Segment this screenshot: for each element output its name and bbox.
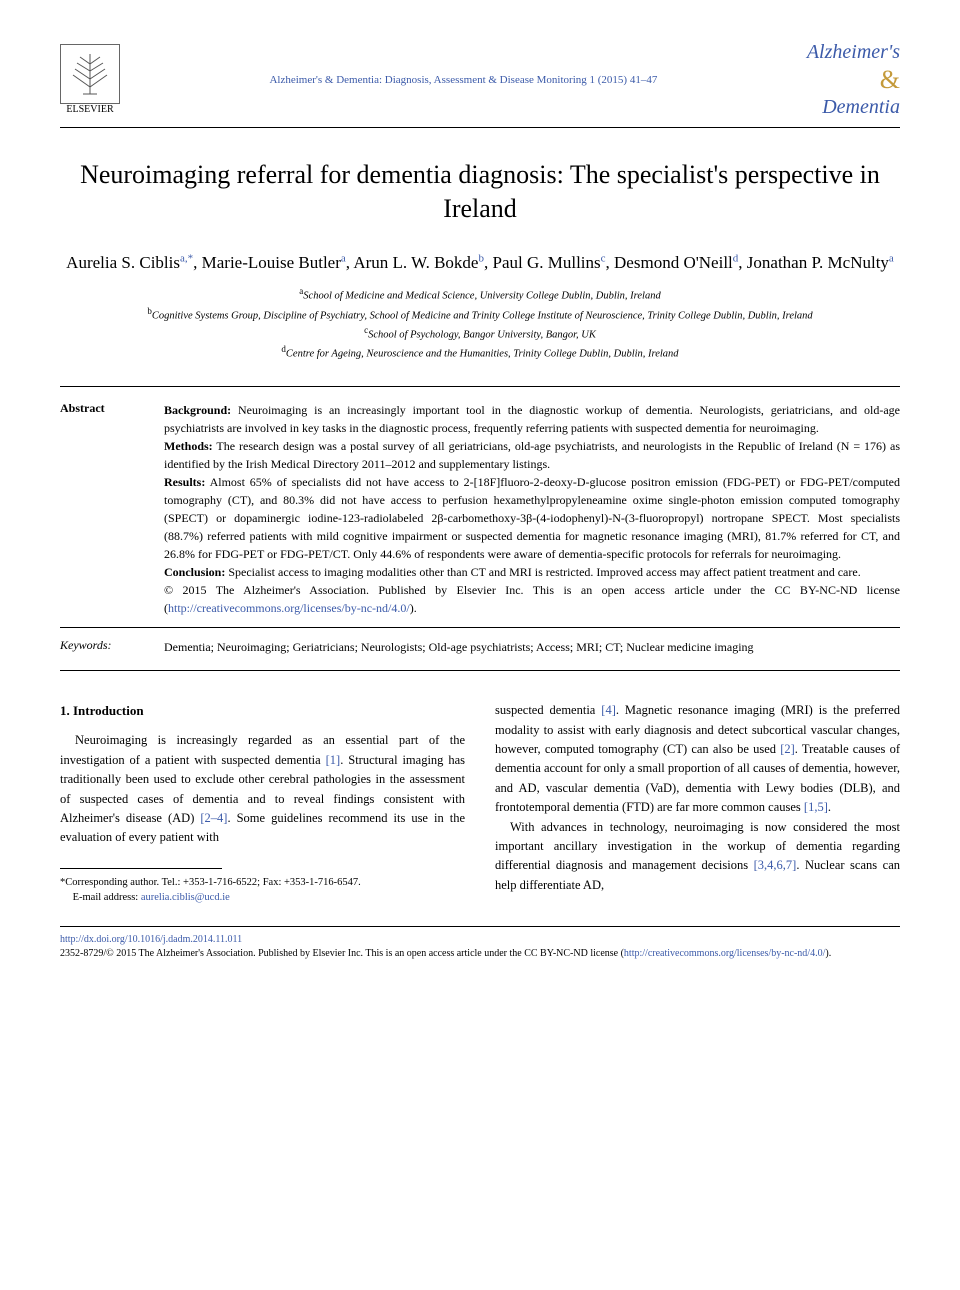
publisher-name: ELSEVIER <box>66 104 113 115</box>
paragraph: suspected dementia [4]. Magnetic resonan… <box>495 701 900 817</box>
citation-link[interactable]: [4] <box>601 703 616 717</box>
abstract-block: Abstract Background: Neuroimaging is an … <box>60 386 900 671</box>
affiliation-line: cSchool of Psychology, Bangor University… <box>60 324 900 343</box>
results-text: Almost 65% of specialists did not have a… <box>164 475 900 561</box>
cc-license-link[interactable]: http://creativecommons.org/licenses/by-n… <box>168 601 410 615</box>
paragraph: Neuroimaging is increasingly regarded as… <box>60 731 465 847</box>
journal-name-line2: Dementia <box>807 95 900 119</box>
citation-text: Alzheimer's & Dementia: Diagnosis, Asses… <box>120 74 807 86</box>
section-heading: 1. Introduction <box>60 701 465 721</box>
conclusion-label: Conclusion: <box>164 565 225 579</box>
affiliation-line: aSchool of Medicine and Medical Science,… <box>60 285 900 304</box>
journal-name-line1: Alzheimer's <box>807 40 900 64</box>
author-list: Aurelia S. Ciblisa,*, Marie-Louise Butle… <box>60 250 900 276</box>
email-link[interactable]: aurelia.ciblis@ucd.ie <box>141 892 230 903</box>
email-label: E-mail address: <box>73 892 141 903</box>
page-header: ELSEVIER Alzheimer's & Dementia: Diagnos… <box>60 40 900 128</box>
keywords-label: Keywords: <box>60 638 140 656</box>
issn-copyright: 2352-8729/© 2015 The Alzheimer's Associa… <box>60 948 624 959</box>
footnote-divider <box>60 868 222 869</box>
background-text: Neuroimaging is an increasingly importan… <box>164 403 900 435</box>
citation-link[interactable]: [3,4,6,7] <box>754 858 797 872</box>
copyright-close: ). <box>410 601 417 615</box>
methods-label: Methods: <box>164 439 213 453</box>
footnotes: *Corresponding author. Tel.: +353-1-716-… <box>60 875 465 907</box>
results-label: Results: <box>164 475 205 489</box>
publisher-logo: ELSEVIER <box>60 44 120 115</box>
methods-text: The research design was a postal survey … <box>164 439 900 471</box>
citation-link[interactable]: [2] <box>780 742 795 756</box>
keywords-text: Dementia; Neuroimaging; Geriatricians; N… <box>164 638 900 656</box>
journal-logo: Alzheimer's & Dementia <box>807 40 900 119</box>
abstract-body: Background: Neuroimaging is an increasin… <box>164 401 900 617</box>
abstract-label: Abstract <box>60 401 140 617</box>
column-right: suspected dementia [4]. Magnetic resonan… <box>495 701 900 906</box>
cc-license-link-footer[interactable]: http://creativecommons.org/licenses/by-n… <box>624 948 825 959</box>
conclusion-text: Specialist access to imaging modalities … <box>228 565 860 579</box>
ampersand-icon: & <box>880 65 900 94</box>
corresponding-author: *Corresponding author. Tel.: +353-1-716-… <box>60 875 465 891</box>
paragraph: With advances in technology, neuroimagin… <box>495 818 900 896</box>
affiliation-line: dCentre for Ageing, Neuroscience and the… <box>60 343 900 362</box>
citation-link[interactable]: [1] <box>326 753 341 767</box>
citation-link[interactable]: [1,5] <box>804 800 828 814</box>
citation-link[interactable]: [2–4] <box>200 811 227 825</box>
background-label: Background: <box>164 403 231 417</box>
doi-link[interactable]: http://dx.doi.org/10.1016/j.dadm.2014.11… <box>60 933 900 947</box>
article-title: Neuroimaging referral for dementia diagn… <box>60 158 900 226</box>
page-footer: http://dx.doi.org/10.1016/j.dadm.2014.11… <box>60 926 900 961</box>
elsevier-tree-icon <box>60 44 120 104</box>
body-text: 1. Introduction Neuroimaging is increasi… <box>60 701 900 906</box>
affiliations: aSchool of Medicine and Medical Science,… <box>60 285 900 362</box>
affiliation-line: bCognitive Systems Group, Discipline of … <box>60 305 900 324</box>
column-left: 1. Introduction Neuroimaging is increasi… <box>60 701 465 906</box>
